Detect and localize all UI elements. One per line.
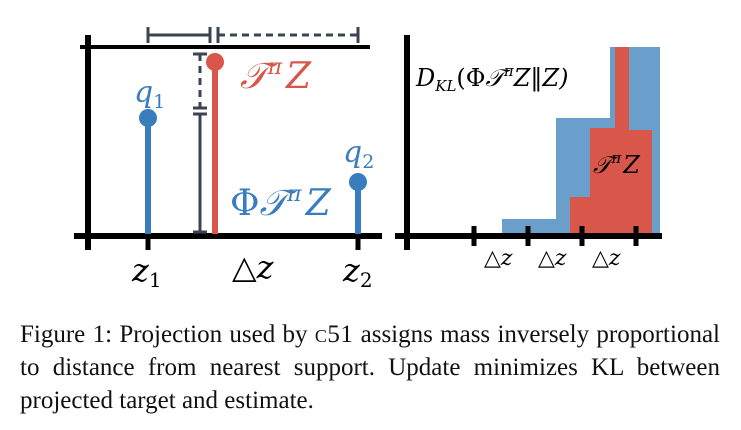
z1-label: z1 — [131, 251, 162, 292]
caption-prefix: Figure 1: Projection used by — [20, 321, 315, 348]
distance-bracket-solid — [146, 27, 212, 43]
right-delta-z-2: △z — [538, 246, 567, 271]
target-bar-3 — [615, 47, 629, 236]
target-bar-4 — [629, 130, 652, 236]
target-stem — [206, 53, 224, 234]
right-delta-z-1: △z — [484, 246, 513, 271]
right-delta-z-3: △z — [592, 246, 621, 271]
target-distribution-label: 𝒯π Z — [240, 55, 312, 97]
distance-bracket-dashed — [216, 27, 360, 43]
target-bar-1 — [570, 197, 590, 236]
q1-label: q1 — [134, 75, 165, 113]
q2-stem — [349, 173, 367, 234]
projected-distribution-label: Φ𝒯π Z — [230, 182, 332, 224]
q1-stem — [139, 109, 157, 234]
caption-body: assigns mass inversely proportional to d… — [20, 321, 720, 414]
z2-label: z2 — [342, 251, 373, 292]
figure-caption: Figure 1: Projection used by c51 assigns… — [20, 318, 720, 417]
caption-algorithm-name: c51 — [314, 321, 354, 348]
mass-split-bracket — [193, 52, 207, 234]
q2-label: q2 — [343, 135, 374, 173]
left-panel: q1 q2 𝒯π Z Φ𝒯π Z z1 z2 △z — [74, 27, 382, 292]
target-bars-label: 𝒯πZ — [593, 149, 641, 179]
right-panel: DKL(Φ𝒯πZ‖Z) 𝒯πZ △z △z △z — [395, 35, 662, 271]
delta-z-label: △z — [232, 248, 275, 286]
kl-divergence-label: DKL(Φ𝒯πZ‖Z) — [415, 62, 568, 95]
projection-figure: q1 q2 𝒯π Z Φ𝒯π Z z1 z2 △z DKL(Φ𝒯πZ‖Z) 𝒯πZ — [74, 27, 662, 292]
target-bar-2 — [590, 128, 615, 236]
